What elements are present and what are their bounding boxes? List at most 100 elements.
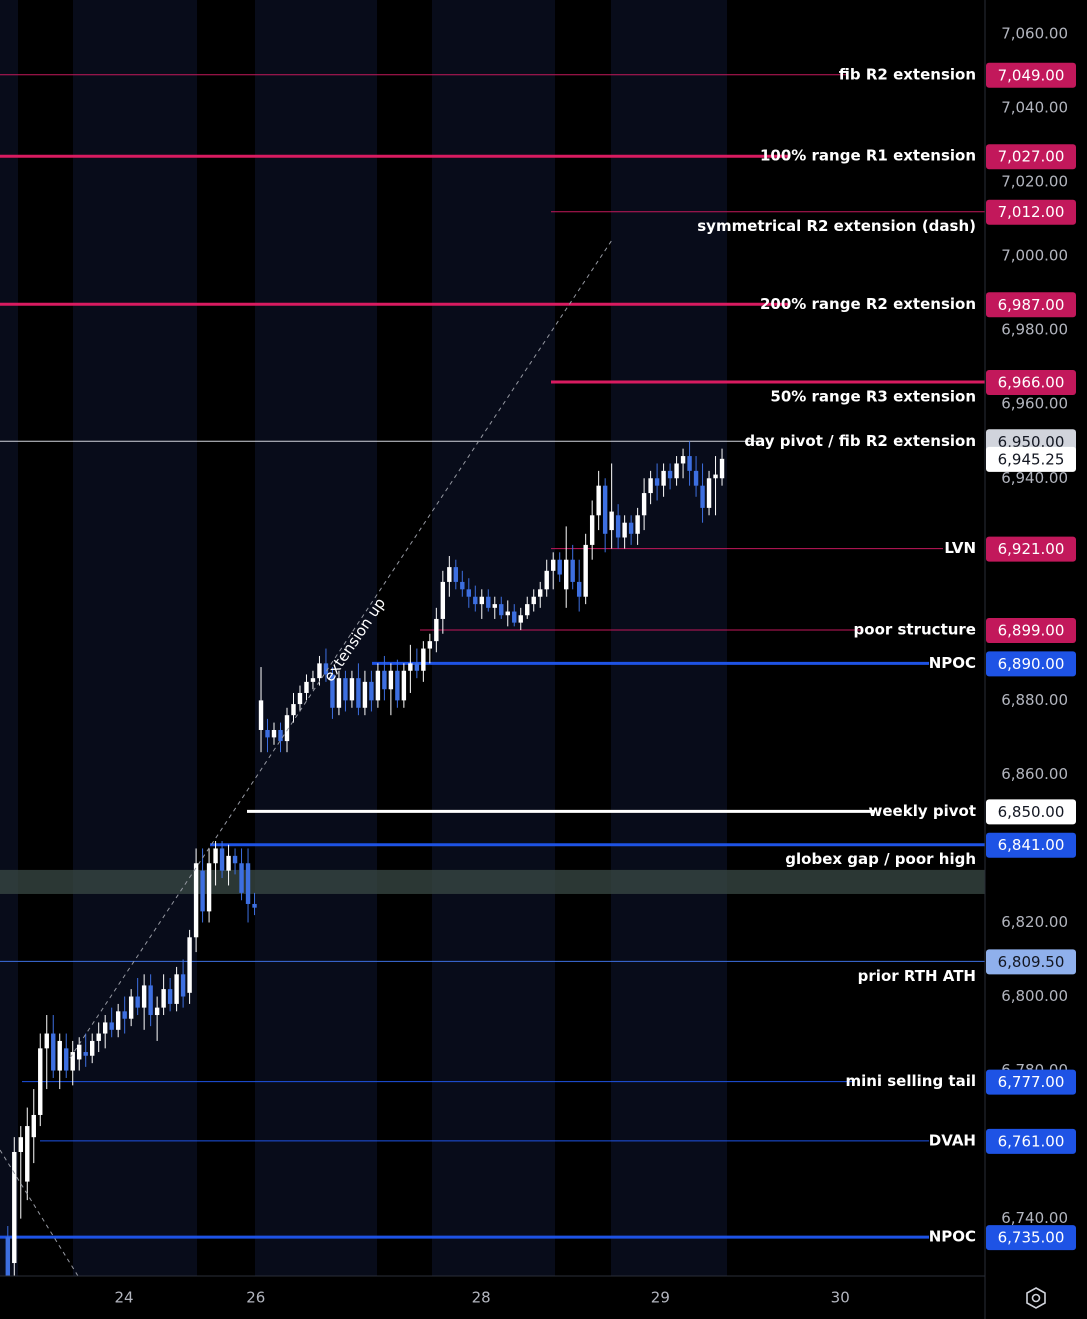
candle-body	[135, 996, 140, 1008]
candle-body	[654, 478, 660, 486]
level-label: mini selling tail	[845, 1072, 976, 1090]
price-label: 6,890.00	[998, 655, 1065, 673]
candle-body	[719, 458, 725, 479]
price-label: 7,027.00	[998, 148, 1065, 166]
candle-body	[512, 611, 517, 623]
x-tick-label: 30	[831, 1289, 850, 1307]
candle-body	[635, 515, 640, 534]
candle-body	[44, 1033, 49, 1049]
candle-body	[674, 463, 679, 479]
price-label: 7,049.00	[998, 66, 1065, 84]
price-label-box	[986, 949, 1076, 975]
y-tick-label: 7,040.00	[1001, 99, 1068, 117]
price-label-box	[986, 651, 1076, 677]
price-label: 7,012.00	[998, 203, 1065, 221]
price-label: 6,899.00	[998, 622, 1065, 640]
candle-body	[576, 581, 582, 597]
price-label: 6,921.00	[998, 540, 1065, 558]
y-tick-label: 7,060.00	[1001, 25, 1068, 43]
candle-body	[706, 478, 712, 508]
price-label: 6,966.00	[998, 374, 1065, 392]
candle-body	[18, 1137, 23, 1152]
candle-body	[492, 604, 497, 608]
candle-body	[440, 581, 446, 619]
candle-body	[531, 596, 536, 605]
candle-body	[70, 1052, 75, 1071]
candle-body	[414, 663, 420, 671]
session-band	[73, 0, 197, 1276]
level-label: DVAH	[929, 1131, 976, 1149]
y-tick-label: 6,820.00	[1001, 913, 1068, 931]
y-tick-label: 6,960.00	[1001, 395, 1068, 413]
plot: fib R2 extension 100% range R1 extension s…	[0, 65, 985, 1286]
price-label-box	[986, 144, 1076, 170]
y-tick-label: 6,800.00	[1001, 987, 1068, 1005]
candle-body	[382, 670, 387, 690]
y-tick-label: 6,940.00	[1001, 469, 1068, 487]
candle-body	[174, 974, 179, 1004]
candle-body	[310, 678, 316, 682]
candle-body	[544, 570, 549, 590]
candle-body	[641, 493, 647, 516]
level-label: LVN	[944, 539, 976, 557]
candle-body	[239, 863, 244, 893]
candle-body	[583, 544, 588, 597]
candle-body	[213, 848, 218, 864]
candle-body	[557, 559, 562, 575]
trend-line	[0, 1149, 79, 1277]
candle-body	[401, 670, 407, 701]
axis-labels: 7,060.00 7,040.00 7,020.00 7,000.00 6,980.00…	[114, 25, 1076, 1307]
price-label: 6,950.00	[998, 433, 1065, 451]
candle-body	[505, 611, 510, 616]
candle-body	[193, 863, 199, 938]
x-tick-label: 28	[472, 1289, 491, 1307]
settings-button[interactable]	[1026, 1287, 1046, 1309]
level-label: fib R2 extension	[839, 65, 976, 83]
candle-body	[362, 681, 368, 708]
candle-body	[434, 618, 439, 642]
candle-body	[297, 692, 303, 705]
candle-body	[38, 1048, 43, 1115]
candle-body	[5, 1237, 10, 1278]
candle-body	[154, 1007, 160, 1016]
candle-body	[661, 470, 666, 486]
y-tick-label: 7,000.00	[1001, 247, 1068, 265]
candle-body	[284, 715, 290, 742]
candle-body	[628, 522, 634, 534]
price-label: 6,735.00	[998, 1229, 1065, 1247]
candle-body	[161, 989, 166, 1008]
candle-body	[563, 559, 569, 590]
candle-body	[330, 674, 335, 708]
price-label-box	[986, 1069, 1076, 1095]
y-tick-label: 6,740.00	[1001, 1209, 1068, 1227]
settings-icon	[1031, 1293, 1041, 1303]
level-label: day pivot / fib R2 extension	[744, 432, 976, 450]
candle-body	[602, 485, 608, 534]
price-label: 6,841.00	[998, 836, 1065, 854]
candle-body	[622, 522, 627, 538]
level-label: 50% range R3 extension	[770, 388, 976, 406]
candle-body	[96, 1033, 101, 1041]
candle-body	[77, 1044, 82, 1060]
candle-body	[128, 996, 134, 1019]
candle-body	[713, 474, 718, 479]
candle-body	[408, 663, 413, 671]
session-bands	[0, 0, 727, 1276]
price-label-box	[986, 199, 1076, 225]
candle-body	[200, 870, 205, 912]
candle-body	[343, 678, 348, 701]
candle-body	[90, 1040, 95, 1056]
candle-body	[700, 485, 705, 508]
price-label: 6,850.00	[998, 803, 1065, 821]
candle-body	[219, 848, 225, 871]
price-label: 6,777.00	[998, 1073, 1065, 1091]
candle-body	[109, 1022, 114, 1030]
candle-body	[518, 615, 523, 623]
candle-body	[141, 985, 147, 1008]
candle-body	[12, 1151, 17, 1264]
x-tick-label: 29	[651, 1289, 670, 1307]
level-label: NPOC	[929, 654, 976, 672]
price-label-box	[986, 618, 1076, 644]
candle-body	[232, 855, 238, 864]
